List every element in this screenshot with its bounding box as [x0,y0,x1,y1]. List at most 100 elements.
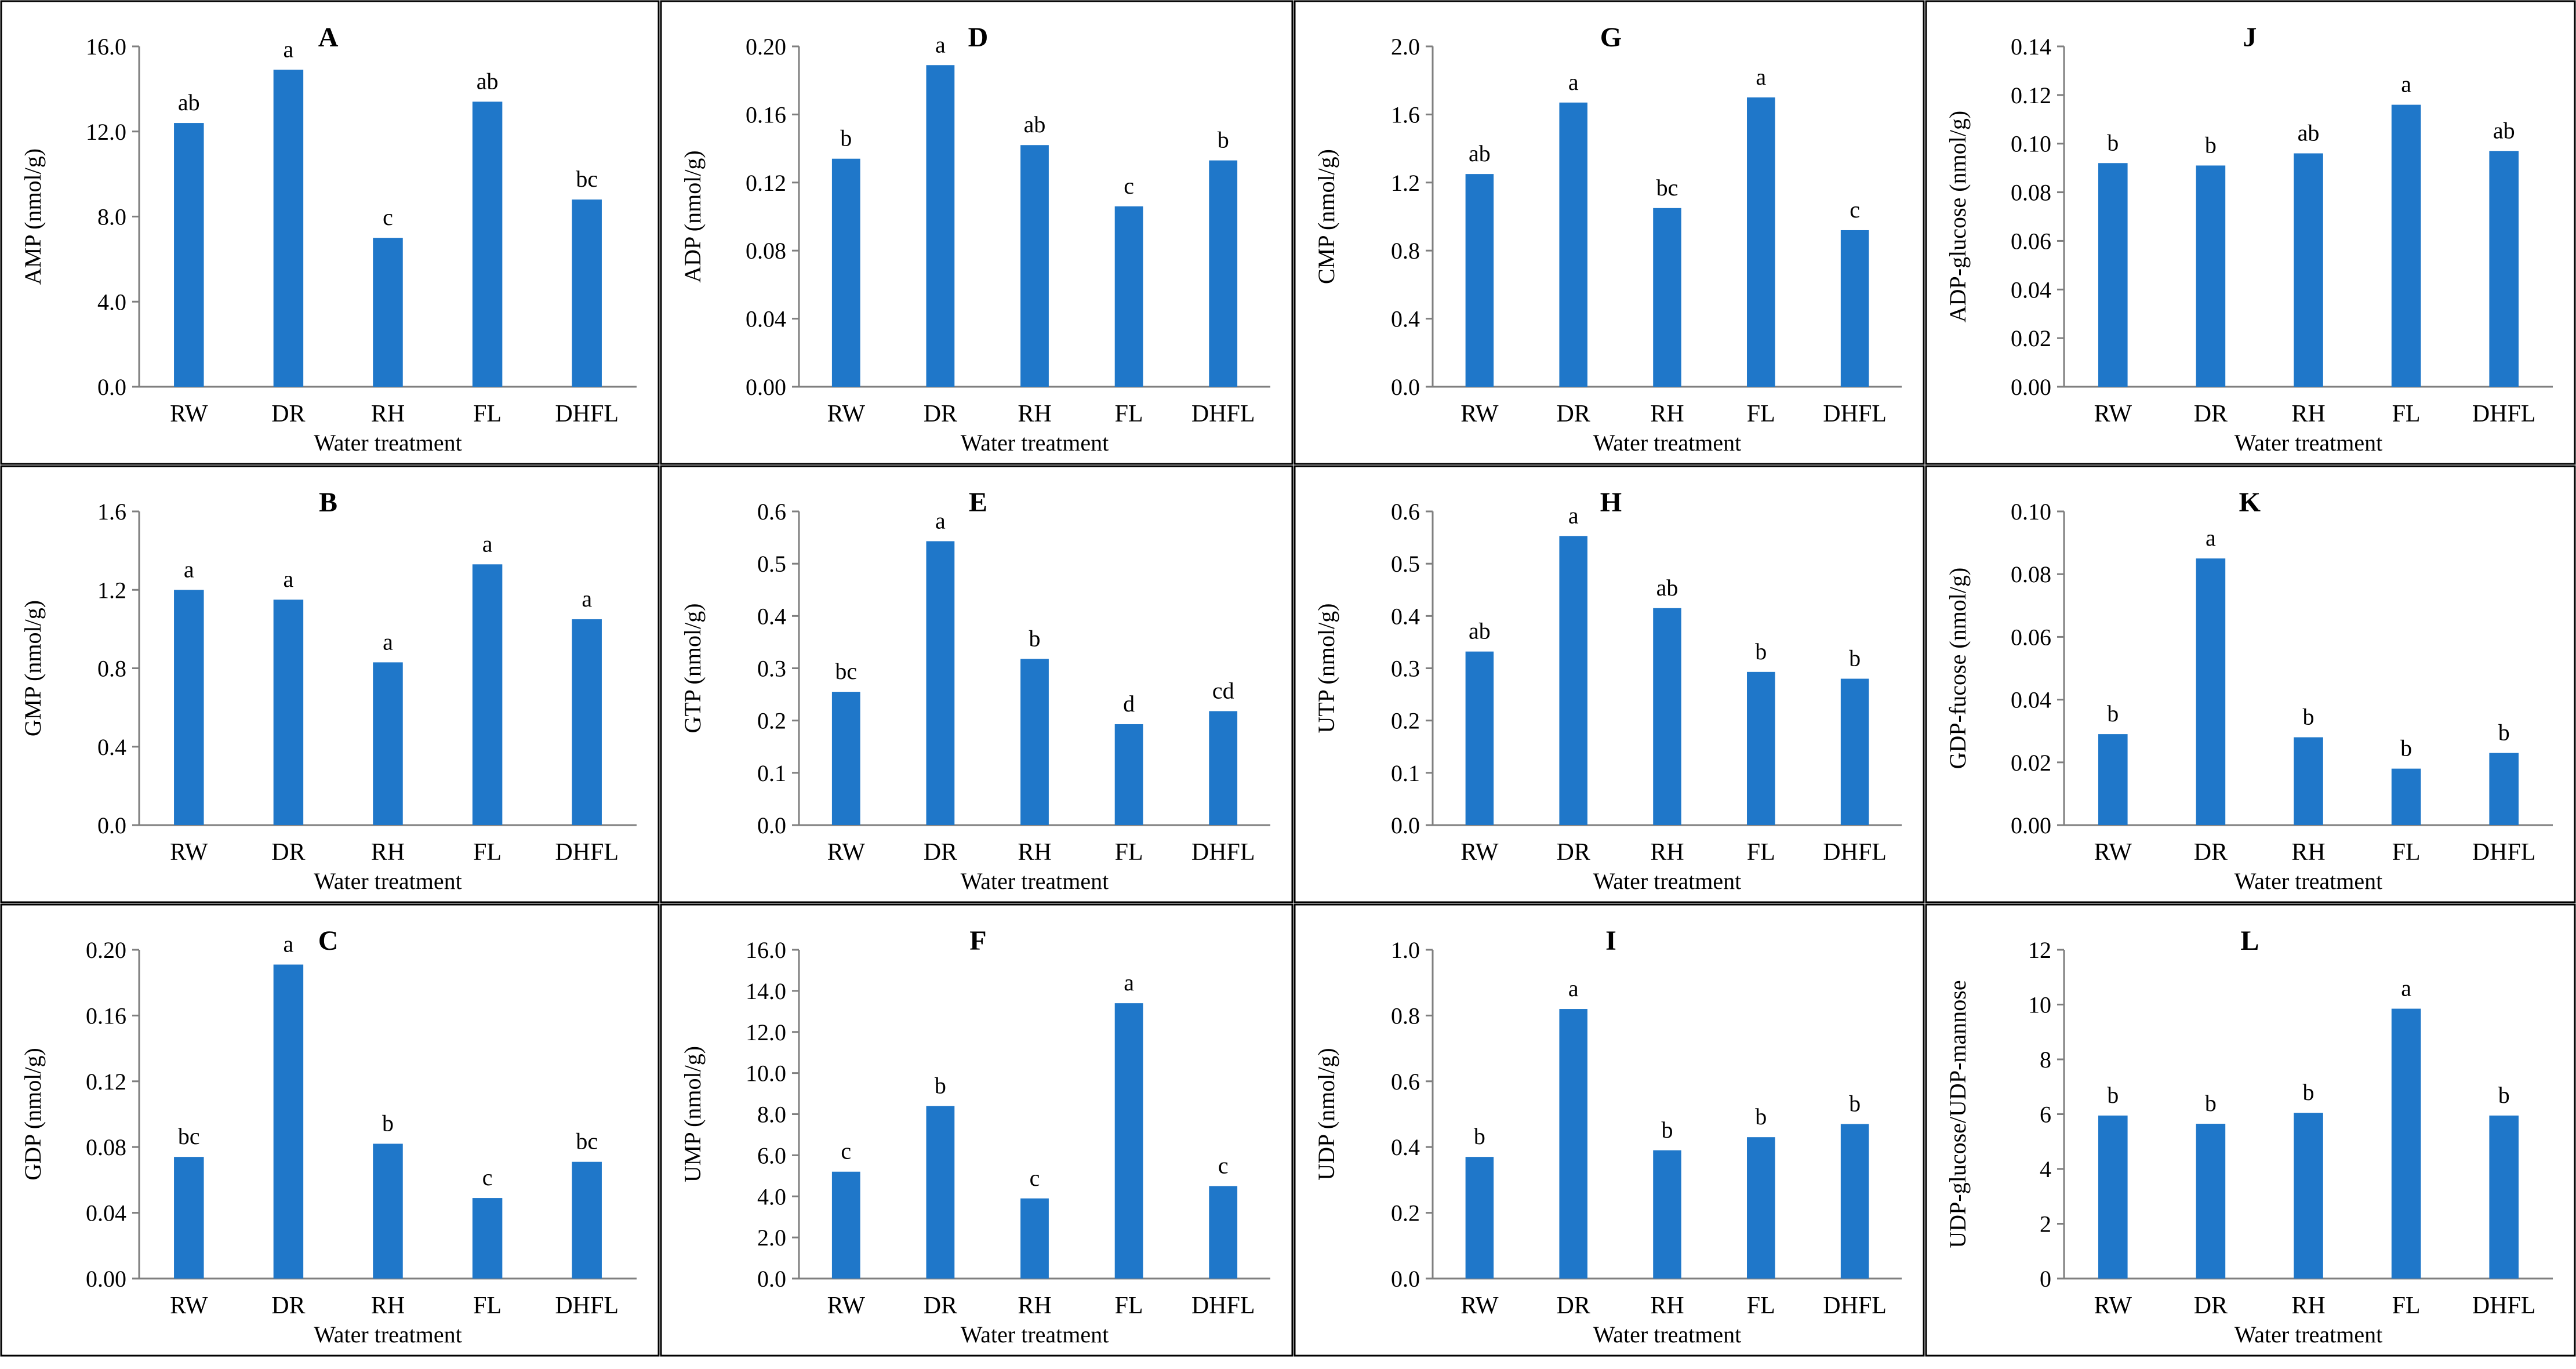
x-tick-label: RW [1460,401,1499,427]
x-tick-label: RH [2291,1292,2325,1319]
y-axis-title: GDP-fucose (nmol/g) [1945,568,1971,769]
bar-rh [2294,153,2323,387]
x-tick-label: DR [1557,839,1590,866]
bar-fl [2391,768,2421,825]
y-tick-label: 1.0 [1391,937,1420,963]
x-tick-label: DHFL [555,401,619,427]
x-tick-label: RH [1018,1292,1051,1319]
bar-rw [174,123,204,387]
y-tick-label: 0.8 [97,656,126,682]
bar-dhfl [572,199,602,387]
y-tick-label: 16.0 [746,937,786,963]
y-tick-label: 0.3 [757,656,786,682]
bar-rh [1020,659,1049,825]
panel-c: 0.00 0.04 0.08 0.12 0.16 0.20 RW bc DR a RH b FL c DHF… [0,903,660,1357]
bar-rw [831,692,860,825]
bar-fl [1747,97,1775,387]
y-tick-label: 0.04 [2011,277,2051,303]
y-axis-title: UTP (nmol/g) [1313,603,1339,733]
panel-letter: K [2239,487,2261,518]
x-tick-label: DHFL [1191,1292,1255,1319]
significance-label: a [2401,71,2411,97]
y-tick-label: 0.4 [1391,1134,1420,1160]
bar-rw [2098,1115,2128,1279]
y-axis-title: CMP (nmol/g) [1313,149,1339,284]
y-tick-label: 0.5 [1391,551,1420,577]
x-tick-label: FL [1747,401,1775,427]
y-tick-label: 0.3 [1391,656,1420,682]
y-tick-label: 0.8 [1391,238,1420,264]
x-tick-label: DHFL [2472,839,2536,866]
y-tick-label: 0.10 [2011,499,2051,525]
y-tick-label: 1.2 [97,577,126,603]
y-tick-label: 10.0 [746,1061,786,1087]
x-tick-label: RW [2094,839,2132,866]
panel-border [660,903,1294,1357]
y-tick-label: 0.08 [2011,561,2051,587]
y-tick-label: 12 [2028,937,2051,963]
bar-dr [926,65,955,387]
panel-g: 0.0 0.4 0.8 1.2 1.6 2.0 RW ab DR a RH bc FL a DHFL c Wat… [1294,0,1925,465]
significance-label: b [2205,1090,2217,1116]
x-tick-label: RH [2291,839,2325,866]
significance-label: ab [2298,119,2320,146]
x-tick-label: DR [2194,401,2228,427]
y-tick-label: 6.0 [757,1142,786,1168]
y-axis-title: UDP-glucose/UDP-mannose [1945,980,1971,1248]
panel-j: 0.00 0.02 0.04 0.06 0.08 0.10 0.12 0.14 RW b DR b RH… [1925,0,2576,465]
significance-label: a [582,586,592,612]
y-tick-label: 0.2 [1391,1200,1420,1226]
y-tick-label: 0.1 [757,760,786,786]
x-axis-title: Water treatment [1593,1321,1742,1348]
significance-label: a [184,556,194,582]
x-tick-label: RW [170,401,208,427]
bar-rh [373,662,403,825]
y-tick-label: 0.06 [2011,228,2051,254]
y-axis-title: GDP (nmol/g) [20,1048,46,1181]
y-tick-label: 0.14 [2011,34,2051,60]
x-tick-label: DR [924,401,957,427]
x-tick-label: RW [827,839,866,866]
y-tick-label: 0.0 [757,1266,786,1292]
panel-letter: I [1605,925,1616,956]
x-tick-label: DHFL [1191,839,1255,866]
y-axis-title: GMP (nmol/g) [20,600,46,736]
significance-label: b [1218,127,1229,153]
panel-letter: G [1600,22,1622,53]
y-tick-label: 10 [2028,992,2051,1018]
x-tick-label: FL [1115,401,1143,427]
y-tick-label: 0.16 [86,1003,126,1029]
x-tick-label: RH [371,1292,405,1319]
significance-label: b [2107,700,2119,727]
y-tick-label: 16.0 [86,34,126,60]
significance-label: bc [835,658,857,684]
x-tick-label: DR [924,1292,957,1319]
x-tick-label: DHFL [1191,401,1255,427]
significance-label: b [1755,638,1767,664]
panel-b: 0.0 0.4 0.8 1.2 1.6 RW a DR a RH a FL a DHFL a Water tr… [0,465,660,903]
bar-dr [926,541,955,825]
panel-k: 0.00 0.02 0.04 0.06 0.08 0.10 RW b DR a RH b FL b DHFL… [1925,465,2576,903]
x-tick-label: RH [1018,401,1051,427]
significance-label: cd [1212,677,1234,703]
y-tick-label: 0.00 [746,374,786,400]
significance-label: c [1124,173,1134,199]
y-tick-label: 0.4 [757,603,786,629]
x-tick-label: RW [1460,839,1499,866]
y-tick-label: 0.1 [1391,760,1420,786]
y-tick-label: 2.0 [1391,34,1420,60]
y-tick-label: 0.0 [1391,1266,1420,1292]
significance-label: a [2401,975,2411,1001]
significance-label: a [482,531,493,557]
bar-dhfl [1209,160,1238,387]
panel-border [1294,0,1925,465]
y-tick-label: 0.12 [746,170,786,196]
y-tick-label: 0.08 [746,238,786,264]
y-tick-label: 0.2 [1391,708,1420,734]
y-axis-title: ADP-glucose (nmol/g) [1945,111,1971,323]
x-tick-label: DR [2194,1292,2228,1319]
x-axis-title: Water treatment [314,868,462,894]
y-tick-label: 4.0 [97,289,126,315]
y-axis-title: UMP (nmol/g) [680,1046,706,1182]
bar-dhfl [2489,1115,2519,1279]
